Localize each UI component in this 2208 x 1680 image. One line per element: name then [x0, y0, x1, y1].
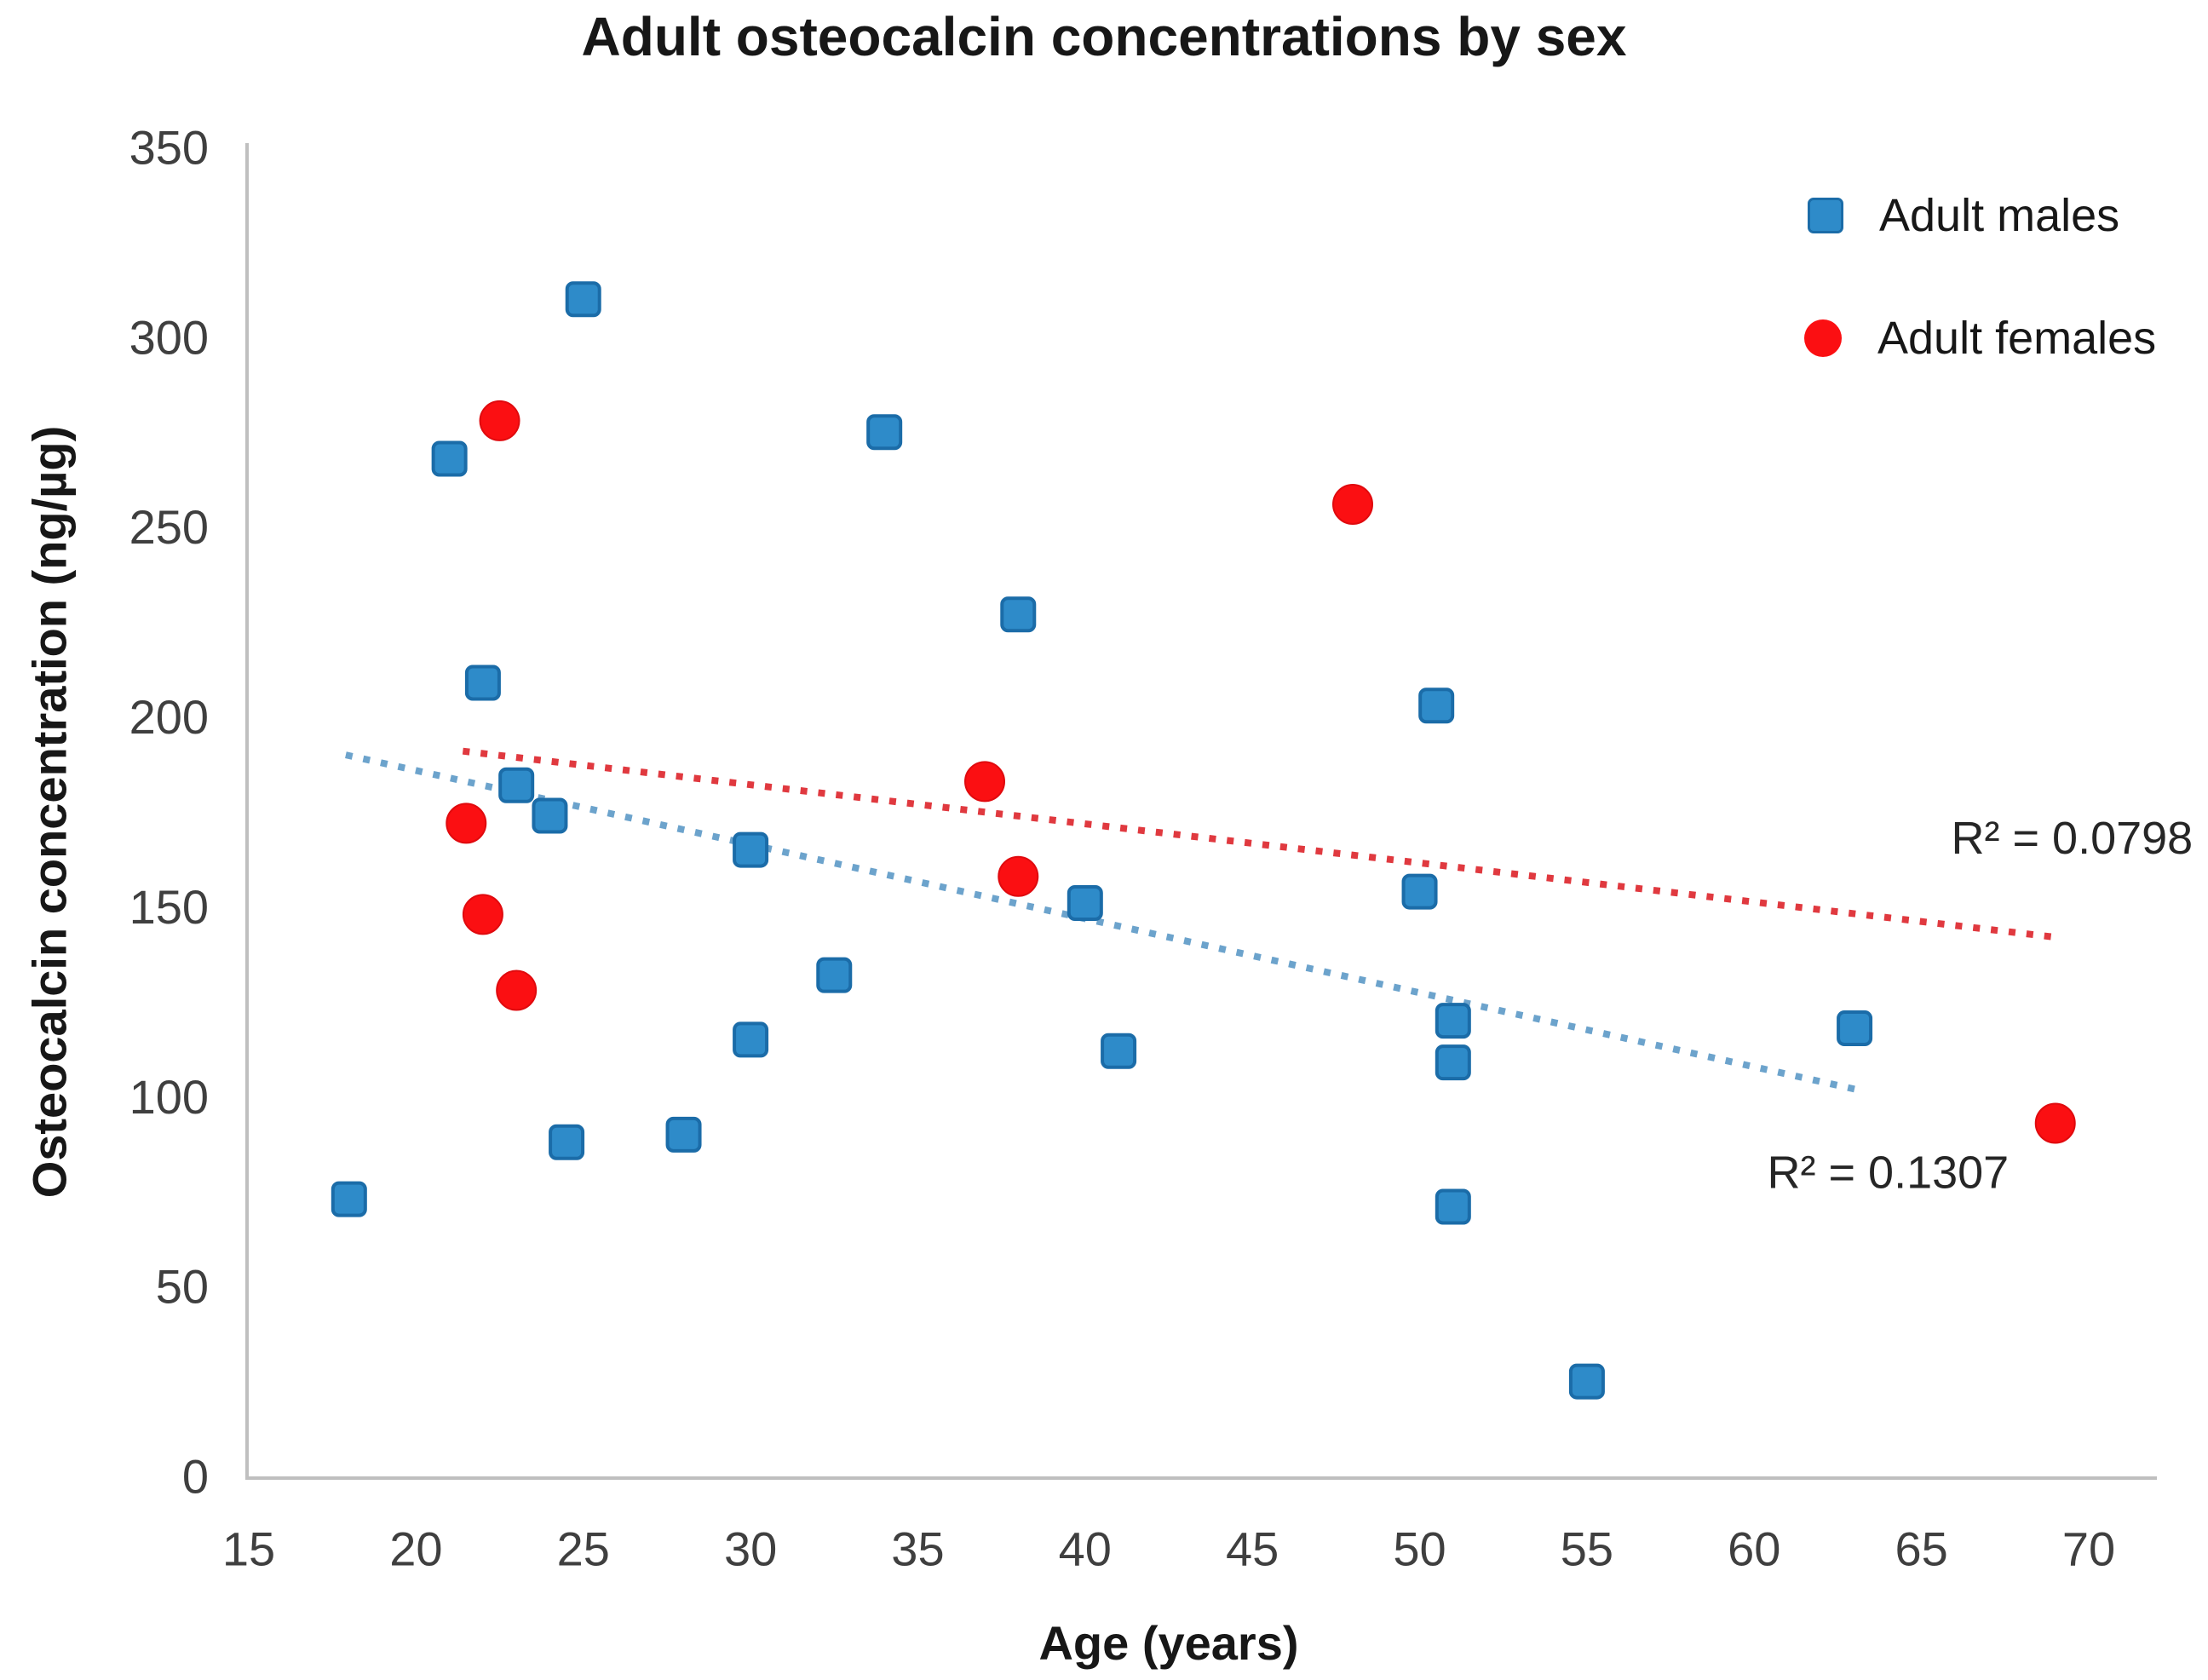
x-tick-label: 35 — [891, 1522, 944, 1576]
chart-title: Adult osteocalcin concentrations by sex — [581, 6, 1627, 67]
x-tick-label: 50 — [1393, 1522, 1446, 1576]
legend-item-adult-females: Adult females — [1804, 312, 2157, 365]
data-point-female — [479, 400, 520, 441]
data-point-male — [665, 1116, 702, 1153]
axis-lines — [245, 143, 2157, 1480]
y-tick-label: 350 — [129, 121, 209, 175]
x-tick-label: 55 — [1561, 1522, 1613, 1576]
y-tick-label: 100 — [129, 1070, 209, 1124]
data-point-male — [549, 1124, 585, 1160]
data-point-male — [733, 831, 769, 868]
legend-item-adult-males: Adult males — [1808, 189, 2156, 242]
r2-label-adult-females: R² = 0.0798 — [1952, 813, 2194, 864]
data-point-male — [733, 1021, 769, 1058]
y-tick-label: 300 — [129, 310, 209, 364]
data-point-female — [496, 969, 538, 1011]
y-tick-label: 250 — [129, 500, 209, 554]
data-point-male — [866, 414, 903, 451]
x-tick-label: 40 — [1059, 1522, 1112, 1576]
legend-square-marker-icon — [1808, 198, 1843, 233]
x-tick-label: 25 — [557, 1522, 610, 1576]
data-point-male — [331, 1181, 367, 1217]
x-tick-label: 65 — [1895, 1522, 1947, 1576]
data-point-female — [2034, 1102, 2076, 1144]
data-point-female — [446, 803, 487, 844]
data-point-female — [964, 761, 1005, 803]
y-tick-label: 50 — [156, 1260, 209, 1314]
data-point-male — [1418, 688, 1455, 724]
y-tick-label: 150 — [129, 880, 209, 934]
trendline-adult-males — [345, 751, 1855, 1093]
x-tick-label: 60 — [1728, 1522, 1780, 1576]
x-tick-label: 15 — [222, 1522, 275, 1576]
data-point-male — [464, 665, 501, 701]
data-point-male — [1101, 1033, 1137, 1069]
data-point-male — [431, 440, 468, 477]
legend-label: Adult males — [1879, 190, 2120, 241]
legend-circle-marker-icon — [1804, 319, 1842, 357]
x-tick-label: 30 — [724, 1522, 777, 1576]
data-point-male — [1435, 1044, 1471, 1081]
data-point-male — [532, 797, 568, 834]
data-point-male — [1067, 884, 1103, 921]
data-point-male — [1435, 1003, 1471, 1039]
legend: Adult males Adult females — [1804, 189, 2157, 365]
data-point-male — [1568, 1363, 1605, 1400]
data-point-female — [1332, 483, 1373, 525]
x-axis-title: Age (years) — [1038, 1616, 1299, 1670]
data-point-male — [1401, 873, 1438, 910]
x-tick-label: 45 — [1226, 1522, 1279, 1576]
data-point-male — [1435, 1188, 1471, 1225]
data-point-male — [1837, 1010, 1873, 1047]
data-point-male — [498, 767, 535, 803]
y-tick-label: 200 — [129, 690, 209, 744]
data-point-male — [816, 957, 853, 993]
trendline-adult-females — [462, 747, 2056, 941]
y-tick-label: 0 — [182, 1450, 209, 1504]
data-point-female — [998, 855, 1039, 897]
r2-label-adult-males: R² = 0.1307 — [1768, 1147, 2010, 1198]
data-point-male — [1000, 596, 1037, 633]
x-tick-label: 70 — [2062, 1522, 2115, 1576]
legend-label: Adult females — [1877, 313, 2157, 364]
data-point-male — [565, 281, 601, 318]
data-point-female — [462, 894, 503, 935]
x-tick-label: 20 — [389, 1522, 442, 1576]
